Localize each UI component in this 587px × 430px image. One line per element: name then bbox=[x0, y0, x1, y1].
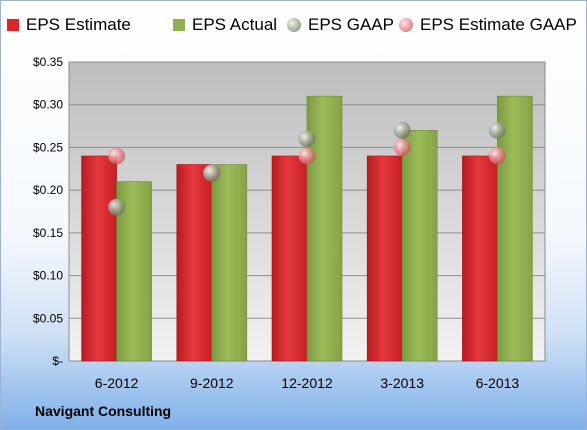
marker-eps-gaap bbox=[488, 121, 506, 139]
x-tick-label: 6-2013 bbox=[476, 375, 520, 391]
marker-eps-estimate-gaap bbox=[108, 147, 126, 165]
y-tick-label: $0.15 bbox=[33, 226, 63, 240]
x-tick-label: 12-2012 bbox=[281, 375, 333, 391]
bar-eps-actual bbox=[211, 164, 248, 362]
x-tick-label: 3-2013 bbox=[380, 375, 424, 391]
x-tick-label: 6-2012 bbox=[95, 375, 139, 391]
legend-swatch-eps-estimate bbox=[7, 19, 19, 31]
y-tick-label: $0.25 bbox=[33, 140, 63, 154]
marker-eps-gaap bbox=[203, 164, 221, 182]
markers bbox=[108, 121, 506, 216]
x-tick-label: 9-2012 bbox=[190, 375, 234, 391]
y-tick-label: $- bbox=[52, 354, 63, 368]
y-tick-label: $0.30 bbox=[33, 98, 63, 112]
bar-eps-actual bbox=[401, 130, 438, 362]
marker-eps-gaap bbox=[393, 121, 411, 139]
marker-eps-estimate-gaap bbox=[298, 147, 316, 165]
y-tick-label: $0.35 bbox=[33, 55, 63, 69]
legend-label-eps-estimate: EPS Estimate bbox=[26, 15, 131, 34]
legend-label-eps-estimate-gaap: EPS Estimate GAAP bbox=[420, 15, 577, 34]
marker-eps-gaap bbox=[298, 130, 316, 148]
legend-item-eps-gaap: EPS GAAP bbox=[287, 15, 394, 35]
bar-eps-estimate bbox=[462, 155, 498, 362]
y-tick-label: $0.20 bbox=[33, 183, 63, 197]
company-name: Navigant Consulting bbox=[35, 403, 172, 419]
bars bbox=[81, 95, 533, 362]
legend-marker-eps-estimate-gaap bbox=[399, 18, 413, 32]
y-tick-label: $0.05 bbox=[33, 311, 63, 325]
legend-item-eps-estimate-gaap: EPS Estimate GAAP bbox=[399, 15, 577, 35]
legend-item-eps-actual: EPS Actual bbox=[173, 15, 277, 35]
legend-swatch-eps-actual bbox=[173, 19, 185, 31]
y-axis-ticks: $- $0.05 $0.10 $0.15 $0.20 $0.25 $0.30 $0.35 bbox=[33, 55, 63, 368]
bar-eps-estimate bbox=[176, 164, 213, 362]
legend-marker-eps-gaap bbox=[287, 18, 301, 32]
marker-eps-gaap bbox=[108, 198, 126, 216]
legend-label-eps-gaap: EPS GAAP bbox=[308, 15, 394, 34]
bar-eps-estimate bbox=[271, 155, 308, 362]
marker-eps-estimate-gaap bbox=[488, 147, 506, 165]
marker-eps-estimate-gaap bbox=[393, 138, 411, 156]
bar-eps-actual bbox=[497, 95, 533, 362]
x-axis-labels: 6-2012 9-2012 12-2012 3-2013 6-2013 bbox=[95, 375, 520, 391]
bar-eps-estimate bbox=[366, 155, 403, 362]
legend-label-eps-actual: EPS Actual bbox=[192, 15, 278, 34]
bar-eps-estimate bbox=[81, 155, 117, 362]
y-tick-label: $0.10 bbox=[33, 269, 63, 283]
legend-item-eps-estimate: EPS Estimate bbox=[7, 15, 131, 35]
legend: EPS Estimate EPS Actual EPS GAAP EPS Est… bbox=[1, 15, 586, 43]
